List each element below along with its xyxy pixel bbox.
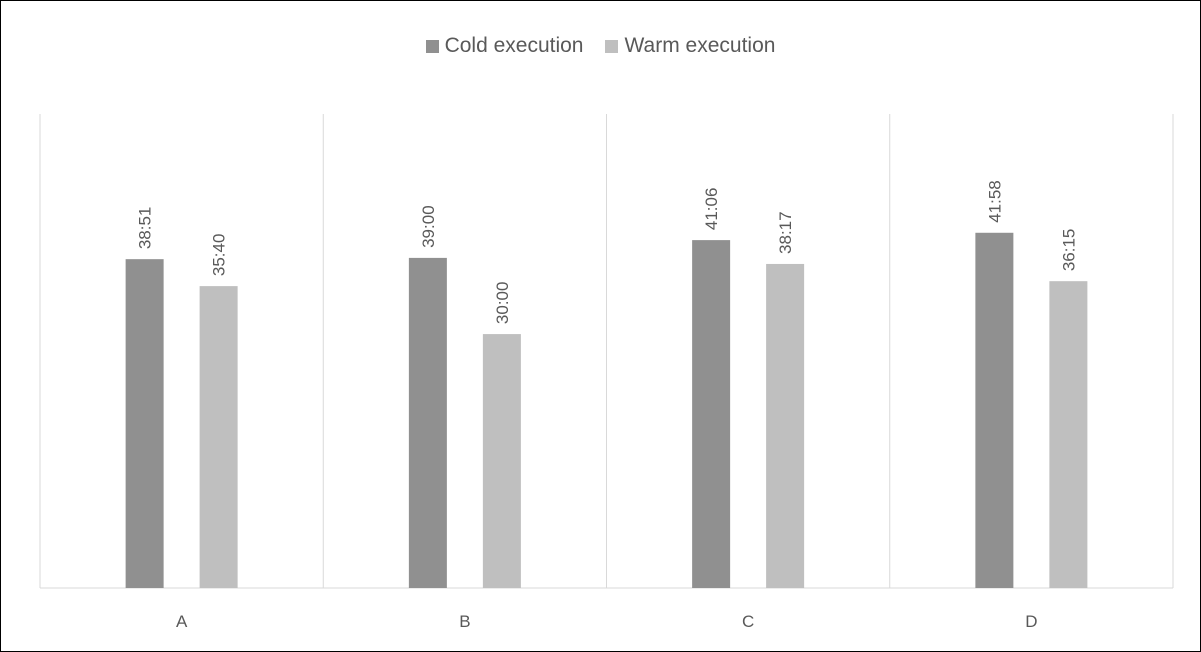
- x-tick-label: C: [742, 612, 754, 631]
- data-label-warm-execution: 35:40: [210, 234, 229, 277]
- x-tick-label: D: [1025, 612, 1037, 631]
- bar-cold-execution: [975, 232, 1014, 588]
- data-label-warm-execution: 36:15: [1059, 229, 1078, 272]
- bar-cold-execution: [125, 259, 164, 588]
- data-label-warm-execution: 38:17: [776, 211, 795, 254]
- legend-item-cold: Cold execution: [425, 34, 584, 58]
- data-label-warm-execution: 30:00: [493, 282, 512, 325]
- legend-swatch-warm: [605, 39, 619, 53]
- legend-label-warm: Warm execution: [624, 34, 776, 57]
- legend-swatch-cold: [425, 39, 439, 53]
- legend-item-warm: Warm execution: [605, 34, 775, 58]
- data-label-cold-execution: 41:58: [985, 180, 1004, 223]
- bar-cold-execution: [408, 257, 447, 588]
- bar-warm-execution: [1049, 281, 1088, 588]
- data-label-cold-execution: 38:51: [136, 207, 155, 250]
- legend: Cold execution Warm execution: [0, 34, 1201, 58]
- x-tick-label: B: [459, 612, 470, 631]
- bar-warm-execution: [482, 334, 521, 588]
- bar-warm-execution: [766, 263, 805, 588]
- bar-warm-execution: [199, 286, 238, 588]
- x-tick-label: A: [176, 612, 188, 631]
- data-label-cold-execution: 39:00: [419, 205, 438, 248]
- bar-cold-execution: [692, 240, 731, 588]
- legend-label-cold: Cold execution: [444, 34, 584, 57]
- data-label-cold-execution: 41:06: [702, 188, 721, 231]
